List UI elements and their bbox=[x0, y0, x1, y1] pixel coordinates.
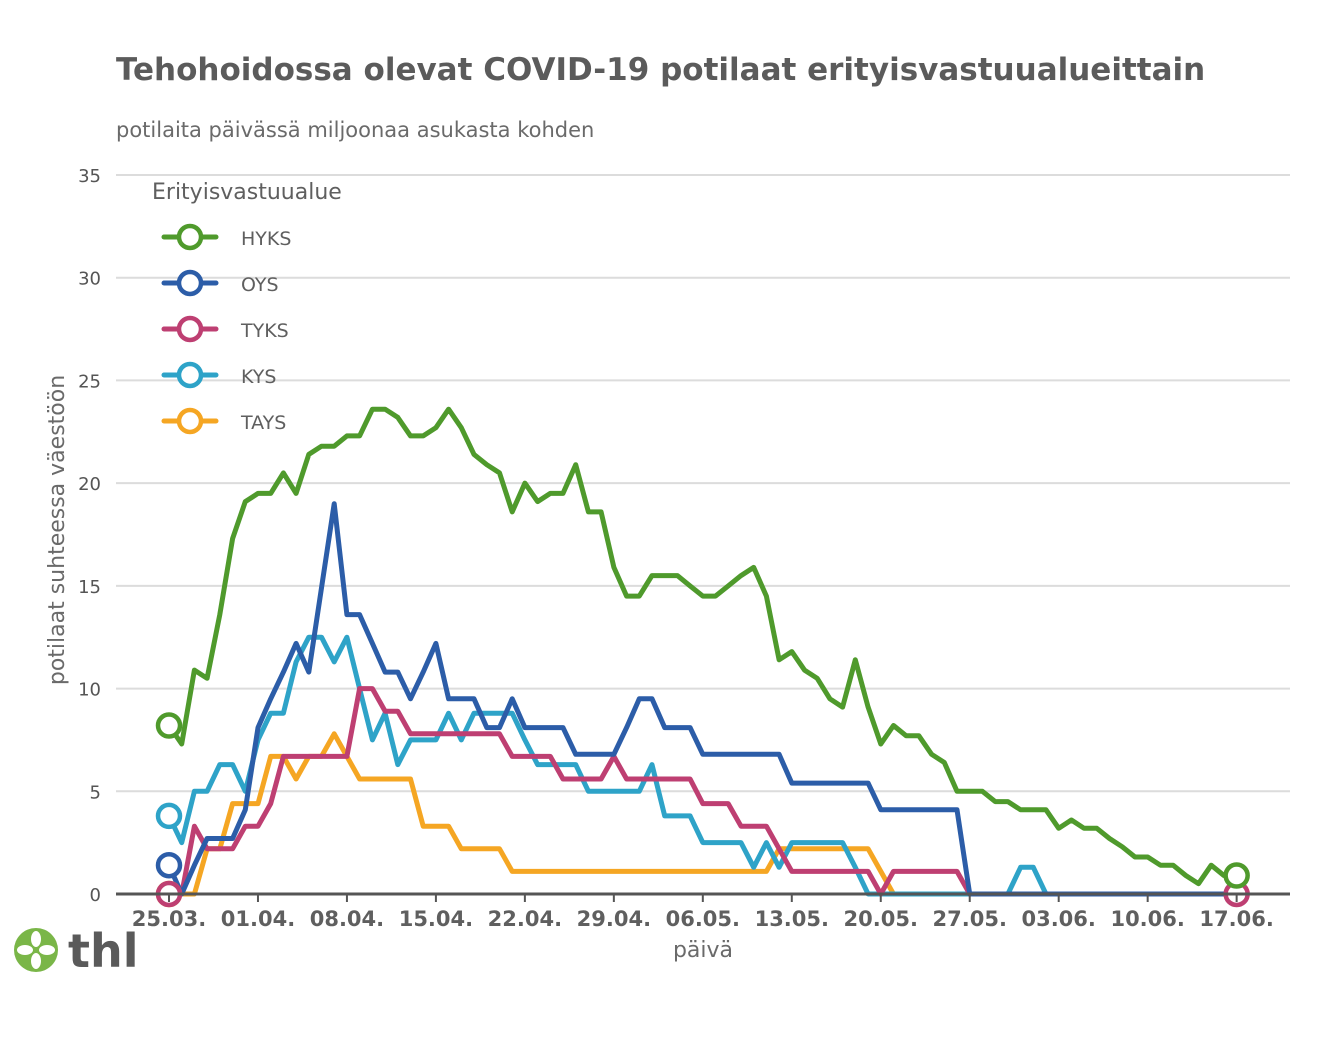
y-tick-label: 25 bbox=[78, 371, 101, 392]
x-tick-label: 29.04. bbox=[577, 907, 651, 931]
y-tick-label: 15 bbox=[78, 577, 101, 598]
x-tick-label: 08.04. bbox=[310, 907, 384, 931]
legend-swatch-marker bbox=[176, 223, 204, 251]
legend-label-tays: TAYS bbox=[240, 412, 286, 434]
y-tick-label: 30 bbox=[78, 269, 101, 290]
logo-text: thl bbox=[68, 924, 139, 978]
legend-title: Erityisvastuualue bbox=[152, 180, 342, 205]
legend-swatch-marker bbox=[176, 361, 204, 389]
series-end-point-hyks bbox=[1223, 862, 1250, 889]
legend: Erityisvastuualue HYKS OYS TYKS KYS TAYS bbox=[152, 180, 342, 435]
legend-label-kys: KYS bbox=[241, 366, 276, 388]
y-axis-ticks: 0 5 10 15 20 25 30 35 bbox=[78, 166, 101, 906]
x-tick-label: 25.03. bbox=[132, 907, 206, 931]
x-axis-label: päivä bbox=[673, 938, 733, 963]
x-tick-label: 17.06. bbox=[1199, 907, 1273, 931]
chart-subtitle: potilaita päivässä miljoonaa asukasta ko… bbox=[116, 118, 594, 142]
x-tick-label: 15.04. bbox=[399, 907, 473, 931]
legend-swatch-marker bbox=[176, 269, 204, 297]
legend-label-tyks: TYKS bbox=[240, 320, 289, 342]
y-tick-label: 20 bbox=[78, 474, 101, 495]
x-tick-label: 22.04. bbox=[488, 907, 562, 931]
y-tick-label: 0 bbox=[90, 885, 101, 906]
series-line-oys bbox=[166, 501, 1240, 897]
x-tick-label: 06.05. bbox=[666, 907, 740, 931]
logo-flower-petals bbox=[17, 931, 55, 969]
series-line-hyks bbox=[166, 406, 1240, 887]
x-tick-label: 27.05. bbox=[933, 907, 1007, 931]
series-start-point-kys bbox=[155, 802, 183, 830]
legend-swatch-marker bbox=[176, 315, 204, 343]
x-tick-label: 10.06. bbox=[1110, 907, 1184, 931]
x-axis-ticks: 25.03. 01.04. 08.04. 15.04. 22.04. 29.04. 06.0… bbox=[132, 894, 1274, 931]
legend-label-oys: OYS bbox=[241, 274, 279, 296]
x-tick-label: 03.06. bbox=[1021, 907, 1095, 931]
y-tick-label: 35 bbox=[78, 166, 101, 187]
y-tick-label: 10 bbox=[78, 680, 101, 701]
grid bbox=[116, 174, 1290, 793]
thl-logo: thl bbox=[14, 924, 139, 978]
x-tick-label: 20.05. bbox=[844, 907, 918, 931]
x-tick-label: 13.05. bbox=[755, 907, 829, 931]
series-start-point-oys bbox=[155, 851, 183, 879]
series-start-point-hyks bbox=[155, 712, 183, 739]
chart-title: Tehohoidossa olevat COVID-19 potilaat er… bbox=[116, 52, 1205, 88]
x-tick-label: 01.04. bbox=[221, 907, 295, 931]
series-line-kys bbox=[166, 634, 1240, 897]
y-axis-label: potilaat suhteessa väestöön bbox=[45, 375, 70, 685]
y-tick-label: 5 bbox=[90, 782, 101, 803]
legend-label-hyks: HYKS bbox=[241, 228, 291, 250]
legend-swatch-marker bbox=[176, 407, 204, 435]
